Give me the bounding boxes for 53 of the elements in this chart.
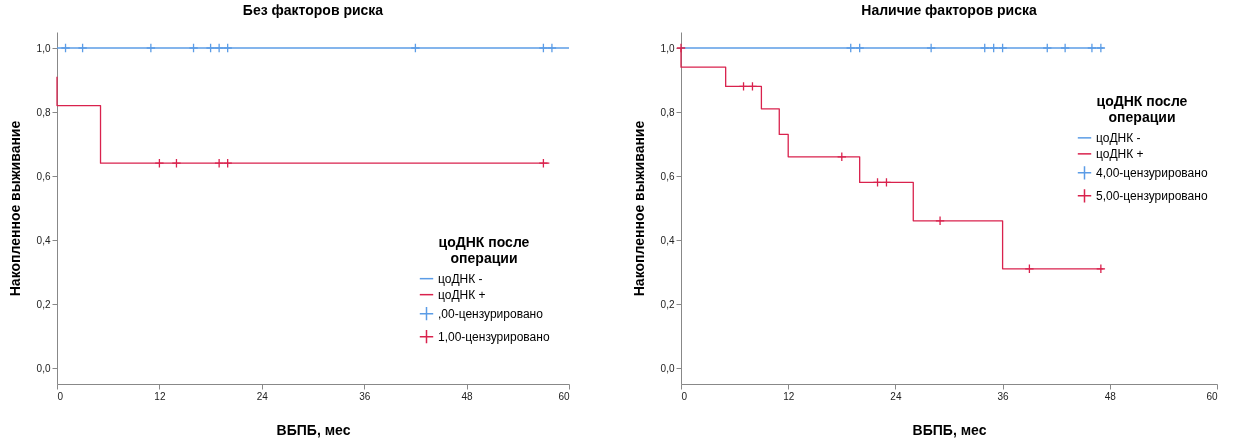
point — [935, 215, 945, 226]
y-tick-label: 1,0 — [660, 42, 675, 54]
y-axis-title: Накопленное выживание — [630, 120, 647, 297]
legend-label: 5,00-цензурировано — [1096, 188, 1208, 203]
legend-title: цоДНК после операции — [438, 234, 530, 267]
legend-label: 4,00-цензурировано — [1096, 165, 1208, 180]
point — [1096, 263, 1106, 274]
y-tick-label: 0,6 — [36, 170, 51, 182]
y-tick-label: 0,0 — [660, 362, 675, 374]
y-tick-label: 0,4 — [36, 234, 51, 246]
point — [1087, 43, 1097, 53]
x-tick-label: 12 — [154, 390, 166, 402]
legend-label: цоДНК + — [438, 287, 486, 302]
x-tick-label: 24 — [890, 390, 902, 402]
y-tick-label: 0,2 — [660, 298, 675, 310]
y-tick-label: 0,0 — [36, 362, 51, 374]
y-tick-label: 0,4 — [660, 234, 675, 246]
x-tick-label: 0 — [57, 390, 64, 402]
point — [854, 43, 865, 53]
legend-label: 1,00-цензурировано — [438, 329, 550, 344]
x-tick-label: 24 — [256, 390, 269, 402]
point — [676, 43, 686, 53]
point — [997, 43, 1008, 53]
point — [845, 43, 856, 53]
legend-title: цоДНК после операции — [1096, 93, 1188, 126]
y-tick-label: 0,2 — [36, 298, 51, 310]
legend-label: цоДНК - — [438, 271, 483, 286]
chart-title: Без факторов риска — [242, 2, 384, 18]
point — [1042, 43, 1053, 53]
y-tick-label: 1,0 — [36, 42, 51, 54]
x-tick-label: 36 — [359, 390, 371, 402]
point — [1096, 43, 1106, 53]
legend-label: цоДНК - — [1096, 130, 1141, 145]
x-tick-label: 0 — [681, 390, 688, 402]
x-tick-label: 60 — [1206, 390, 1218, 402]
legend-label: цоДНК + — [1096, 146, 1144, 161]
x-axis-title: ВБПБ, мес — [276, 421, 351, 438]
x-tick-label: 12 — [783, 390, 795, 402]
point — [926, 43, 936, 53]
x-axis-title: ВБПБ, мес — [912, 421, 987, 438]
y-tick-label: 0,6 — [660, 170, 675, 182]
point — [988, 43, 999, 53]
x-tick-label: 60 — [558, 390, 570, 402]
y-axis-title: Накопленное выживание — [6, 120, 23, 297]
x-tick-label: 48 — [461, 390, 474, 402]
y-tick-label: 0,8 — [36, 106, 51, 118]
point — [1060, 43, 1070, 53]
point — [979, 43, 990, 53]
legend-label: ,00-цензурировано — [438, 306, 544, 321]
y-tick-label: 0,8 — [660, 106, 675, 118]
chart-title: Наличие факторов риска — [861, 2, 1037, 18]
x-tick-label: 48 — [1104, 390, 1117, 402]
x-tick-label: 36 — [997, 390, 1010, 402]
